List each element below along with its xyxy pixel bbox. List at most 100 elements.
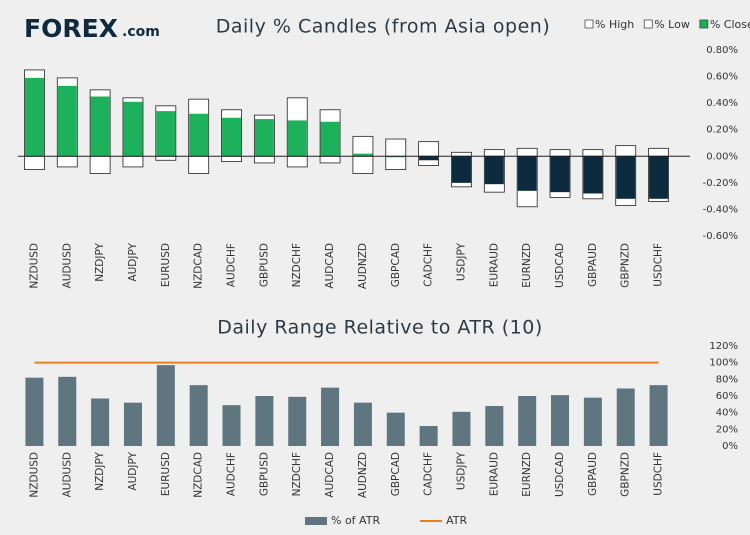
x-tick-label: AUDUSD bbox=[61, 243, 73, 288]
x-tick-label: USDCAD bbox=[554, 452, 566, 497]
y-tick-label: 60% bbox=[716, 391, 738, 402]
low-box bbox=[253, 155, 275, 164]
high-box bbox=[516, 147, 538, 157]
x-tick-label: NZDCHF bbox=[291, 243, 303, 287]
close-bar bbox=[550, 156, 570, 193]
legend-label: % Close bbox=[710, 18, 750, 31]
y-tick-label: 0% bbox=[722, 441, 738, 452]
x-tick-label: AUDNZD bbox=[357, 452, 369, 498]
x-tick-label: USDJPY bbox=[455, 242, 467, 281]
x-tick-label: GBPCAD bbox=[390, 243, 402, 287]
high-box bbox=[549, 149, 571, 157]
x-tick-label: NZDCHF bbox=[291, 452, 303, 496]
x-tick-label: CADCHF bbox=[423, 452, 435, 496]
bar bbox=[189, 385, 208, 446]
x-tick-label: EURNZD bbox=[521, 452, 533, 497]
legend-label: % Low bbox=[654, 18, 690, 31]
x-tick-label: GBPAUD bbox=[587, 243, 599, 287]
low-box bbox=[155, 155, 177, 161]
bar bbox=[222, 405, 241, 446]
y-tick-label: 40% bbox=[716, 408, 738, 419]
high-box bbox=[483, 149, 505, 157]
x-tick-label: USDCHF bbox=[653, 243, 665, 287]
chart-title: Daily % Candles (from Asia open) bbox=[216, 16, 550, 38]
high-box bbox=[648, 147, 669, 157]
low-box bbox=[56, 155, 78, 168]
y-tick-label: -0.20% bbox=[703, 178, 738, 189]
x-tick-label: EURUSD bbox=[160, 243, 172, 287]
bar bbox=[255, 396, 274, 446]
close-bar bbox=[123, 101, 143, 157]
y-tick-label: 100% bbox=[709, 358, 738, 369]
close-bar bbox=[287, 120, 307, 157]
high-box bbox=[352, 135, 374, 157]
x-tick-label: GBPNZD bbox=[620, 452, 632, 497]
x-tick-label: AUDJPY bbox=[127, 242, 139, 281]
low-box bbox=[122, 155, 144, 168]
low-box bbox=[286, 155, 308, 168]
low-box bbox=[319, 155, 341, 164]
bar bbox=[25, 377, 44, 446]
legend-swatch bbox=[699, 19, 709, 29]
close-bar bbox=[616, 156, 636, 199]
close-bar bbox=[57, 85, 77, 157]
x-tick-label: EURAUD bbox=[488, 243, 500, 287]
high-box bbox=[418, 141, 440, 157]
x-tick-label: AUDUSD bbox=[61, 452, 73, 497]
legend-label: % High bbox=[595, 18, 634, 31]
bar bbox=[551, 395, 570, 446]
high-box bbox=[582, 149, 604, 157]
y-tick-label: 0.00% bbox=[706, 151, 738, 162]
x-tick-label: USDJPY bbox=[455, 451, 467, 490]
bar bbox=[353, 402, 372, 446]
close-bar bbox=[649, 156, 669, 199]
legend-label: % of ATR bbox=[331, 514, 380, 527]
bar bbox=[58, 376, 77, 446]
x-tick-label: AUDCAD bbox=[324, 452, 336, 498]
bar bbox=[452, 411, 471, 446]
x-tick-label: NZDUSD bbox=[28, 243, 40, 289]
x-tick-label: GBPCAD bbox=[390, 452, 402, 496]
bar bbox=[156, 365, 175, 446]
x-tick-label: NZDJPY bbox=[94, 242, 106, 281]
x-tick-label: GBPUSD bbox=[258, 243, 270, 287]
y-tick-label: 0.40% bbox=[706, 98, 738, 109]
logo-suffix: .com bbox=[122, 24, 160, 40]
bar bbox=[649, 385, 668, 446]
y-tick-label: 120% bbox=[709, 341, 738, 352]
bar bbox=[518, 396, 537, 446]
x-tick-label: USDCAD bbox=[554, 243, 566, 288]
close-bar bbox=[353, 153, 373, 157]
y-tick-label: 80% bbox=[716, 374, 738, 385]
x-tick-label: AUDCHF bbox=[226, 243, 238, 287]
close-bar bbox=[484, 156, 504, 185]
close-bar bbox=[419, 156, 439, 161]
low-box bbox=[221, 155, 242, 163]
chart-title: Daily Range Relative to ATR (10) bbox=[217, 317, 543, 339]
legend-swatch bbox=[305, 517, 327, 525]
x-tick-label: AUDCAD bbox=[324, 243, 336, 289]
close-bar bbox=[24, 77, 44, 157]
high-box bbox=[451, 151, 472, 157]
low-box bbox=[24, 155, 45, 170]
legend-swatch bbox=[584, 19, 594, 29]
low-box bbox=[89, 155, 111, 174]
bar bbox=[288, 396, 307, 446]
close-bar bbox=[583, 156, 603, 194]
high-box bbox=[615, 145, 637, 157]
bar bbox=[616, 388, 635, 446]
bar bbox=[123, 402, 142, 446]
x-tick-label: EURAUD bbox=[488, 452, 500, 496]
y-tick-label: 20% bbox=[716, 424, 738, 435]
legend-label: ATR bbox=[446, 514, 467, 527]
y-tick-label: 0.80% bbox=[706, 45, 738, 56]
x-tick-label: NZDUSD bbox=[28, 452, 40, 498]
close-bar bbox=[189, 113, 209, 157]
x-tick-label: NZDCAD bbox=[193, 452, 205, 498]
x-tick-label: NZDJPY bbox=[94, 451, 106, 490]
bar bbox=[583, 397, 602, 446]
low-box bbox=[188, 155, 210, 174]
bar bbox=[485, 406, 504, 446]
x-tick-label: EURNZD bbox=[521, 243, 533, 288]
